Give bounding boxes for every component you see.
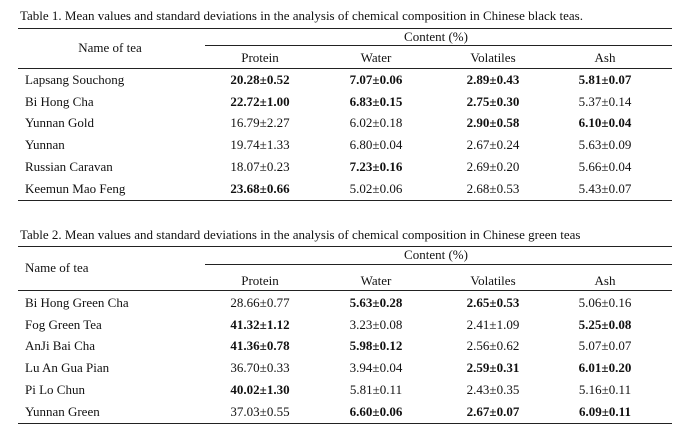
cell: 5.43±0.07: [578, 180, 632, 196]
cell: 5.63±0.09: [578, 137, 632, 153]
cell: 7.23±0.16: [349, 158, 403, 174]
rule: [205, 45, 672, 46]
cell: 2.68±0.53: [466, 180, 520, 196]
cell: 5.07±0.07: [578, 338, 632, 354]
cell: 6.80±0.04: [349, 137, 403, 153]
cell: 5.63±0.28: [349, 295, 403, 310]
cell: 2.43±0.35: [466, 381, 520, 397]
cell: 3.94±0.04: [349, 360, 403, 376]
name-header: Name of tea: [25, 260, 89, 275]
group-header: Content (%): [404, 29, 468, 44]
row-name: Yunnan: [25, 137, 65, 153]
cell: 6.10±0.04: [578, 115, 632, 131]
row-name: Bi Hong Green Cha: [25, 295, 129, 310]
column-header: Water: [360, 273, 392, 288]
cell: 2.59±0.31: [466, 360, 520, 376]
column-header: Protein: [241, 273, 279, 288]
rule: [18, 290, 672, 291]
row-name: Lapsang Souchong: [25, 72, 125, 87]
column-header: Protein: [241, 50, 279, 65]
row-name: Lu An Gua Pian: [25, 360, 110, 376]
cell: 6.83±0.15: [349, 93, 403, 109]
cell: 7.07±0.06: [349, 72, 403, 87]
cell: 6.60±0.06: [349, 403, 403, 419]
cell: 6.02±0.18: [349, 115, 403, 131]
rule: [18, 28, 672, 29]
column-header: Ash: [594, 273, 616, 288]
name-header: Name of tea: [78, 40, 142, 55]
cell: 2.67±0.24: [466, 137, 520, 153]
cell: 5.06±0.16: [578, 295, 632, 310]
cell: 2.89±0.43: [466, 72, 520, 87]
cell: 41.36±0.78: [230, 338, 290, 354]
cell: 6.01±0.20: [578, 360, 632, 376]
cell: 2.56±0.62: [466, 338, 520, 354]
cell: 19.74±1.33: [230, 137, 290, 153]
cell: 23.68±0.66: [230, 180, 290, 196]
cell: 5.81±0.07: [578, 72, 632, 87]
cell: 3.23±0.08: [349, 316, 403, 332]
cell: 2.65±0.53: [466, 295, 520, 310]
cell: 40.02±1.30: [230, 381, 290, 397]
cell: 2.67±0.07: [466, 403, 520, 419]
cell: 5.16±0.11: [578, 381, 632, 397]
column-header: Ash: [594, 50, 616, 65]
cell: 18.07±0.23: [230, 158, 290, 174]
row-name: AnJi Bai Cha: [25, 338, 96, 354]
rule: [18, 246, 672, 247]
rule: [205, 264, 672, 265]
column-header: Water: [360, 50, 392, 65]
cell: 16.79±2.27: [230, 115, 290, 131]
cell: 2.90±0.58: [466, 115, 520, 131]
row-name: Bi Hong Cha: [25, 93, 94, 109]
rule: [18, 200, 672, 202]
row-name: Pi Lo Chun: [25, 381, 85, 397]
cell: 5.02±0.06: [349, 180, 403, 196]
table-caption: Table 1. Mean values and standard deviat…: [20, 8, 583, 23]
cell: 5.37±0.14: [578, 93, 632, 109]
cell: 41.32±1.12: [230, 316, 290, 332]
row-name: Keemun Mao Feng: [25, 180, 126, 196]
cell: 5.66±0.04: [578, 158, 632, 174]
column-header: Volatiles: [470, 273, 516, 288]
cell: 22.72±1.00: [230, 93, 290, 109]
table-caption: Table 2. Mean values and standard deviat…: [20, 227, 581, 242]
cell: 28.66±0.77: [230, 295, 290, 310]
cell: 5.81±0.11: [349, 381, 403, 397]
cell: 5.25±0.08: [578, 316, 632, 332]
cell: 2.75±0.30: [466, 93, 520, 109]
cell: 20.28±0.52: [230, 72, 290, 87]
row-name: Yunnan Green: [25, 403, 100, 419]
cell: 36.70±0.33: [230, 360, 290, 376]
row-name: Fog Green Tea: [25, 316, 102, 332]
cell: 5.98±0.12: [349, 338, 403, 354]
cell: 6.09±0.11: [579, 403, 631, 419]
cell: 2.41±1.09: [466, 316, 520, 332]
cell: 2.69±0.20: [466, 158, 520, 174]
rule: [18, 68, 672, 69]
rule: [18, 423, 672, 425]
row-name: Yunnan Gold: [25, 115, 94, 131]
cell: 37.03±0.55: [230, 403, 290, 419]
row-name: Russian Caravan: [25, 158, 113, 174]
column-header: Volatiles: [470, 50, 516, 65]
group-header: Content (%): [404, 247, 468, 262]
